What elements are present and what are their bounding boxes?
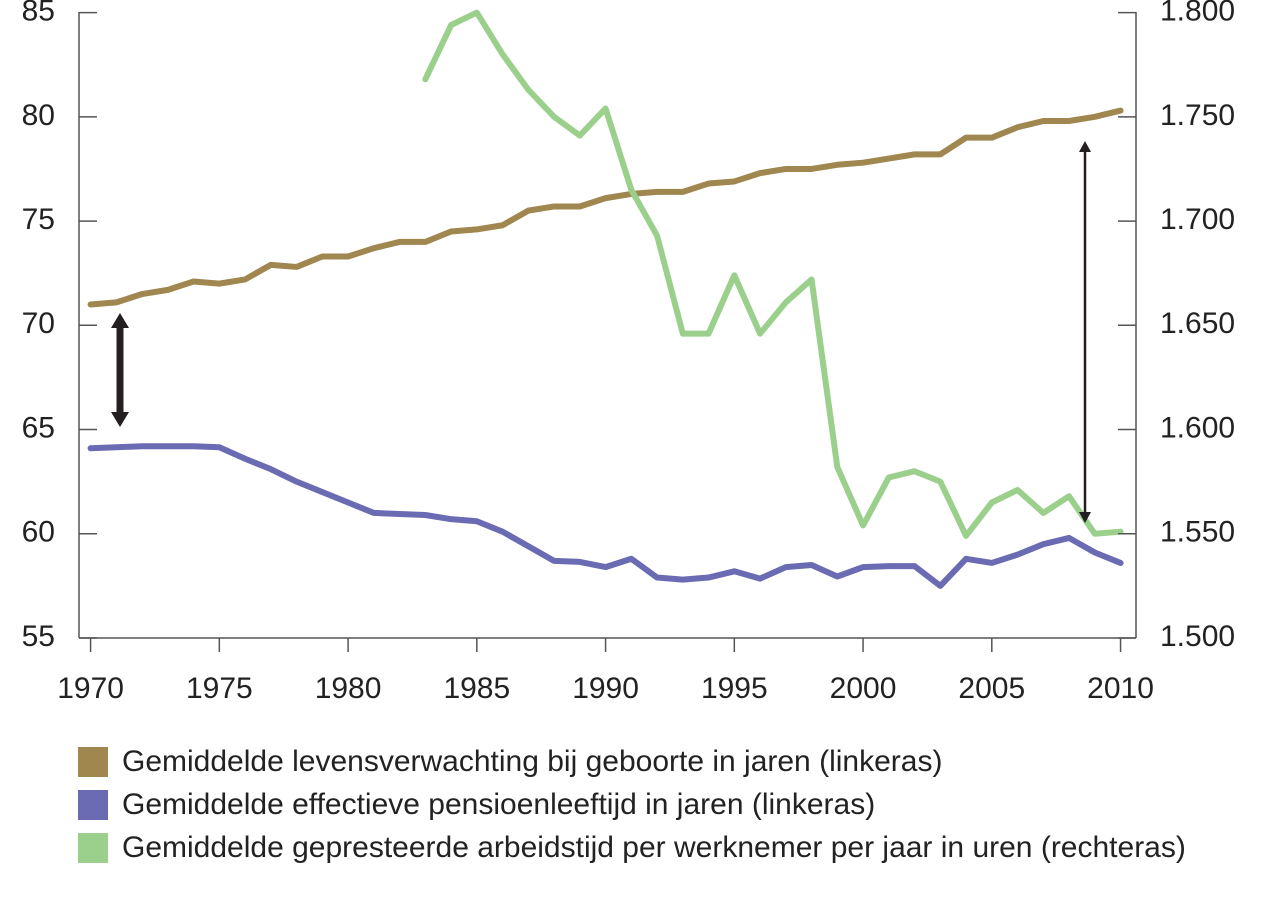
x-tick-label: 1985	[443, 672, 510, 705]
x-tick-label: 2000	[830, 672, 897, 705]
y-tick-label: 55	[22, 620, 55, 653]
y2-tick-label: 1.500	[1160, 620, 1235, 653]
y-tick-label: 85	[22, 0, 55, 28]
legend-label: Gemiddelde levensverwachting bij geboort…	[122, 745, 943, 778]
y2-tick-label: 1.550	[1160, 516, 1235, 549]
y2-tick-label: 1.700	[1160, 203, 1235, 236]
x-tick-label: 1990	[572, 672, 639, 705]
plot	[87, 9, 1124, 589]
legend-swatch	[78, 747, 108, 777]
x-tick-label: 2010	[1087, 672, 1154, 705]
y2-tick-label: 1.650	[1160, 307, 1235, 340]
y2-tick-label: 1.750	[1160, 99, 1235, 132]
x-tick-label: 1980	[315, 672, 382, 705]
y2-tick-label: 1.600	[1160, 411, 1235, 444]
legend-label: Gemiddelde gepresteerde arbeidstijd per …	[122, 831, 1186, 864]
y-tick-label: 80	[22, 99, 55, 132]
y-tick-label: 65	[22, 411, 55, 444]
y-tick-label: 70	[22, 307, 55, 340]
x-tick-label: 1975	[186, 672, 253, 705]
legend-label: Gemiddelde effectieve pensioenleeftijd i…	[122, 788, 876, 821]
x-tick-label: 1995	[701, 672, 768, 705]
x-tick-label: 2005	[958, 672, 1025, 705]
legend-item: Gemiddelde gepresteerde arbeidstijd per …	[78, 826, 1228, 869]
series-line	[87, 107, 1124, 308]
arrow	[1079, 141, 1091, 523]
legend-item: Gemiddelde levensverwachting bij geboort…	[78, 740, 1228, 783]
series-line	[422, 9, 1124, 539]
legend: Gemiddelde levensverwachting bij geboort…	[78, 740, 1228, 869]
series-line	[87, 443, 1124, 589]
y-tick-label: 60	[22, 516, 55, 549]
legend-swatch	[78, 790, 108, 820]
legend-swatch	[78, 833, 108, 863]
y-tick-label: 75	[22, 203, 55, 236]
y2-tick-label: 1.800	[1160, 0, 1235, 28]
arrow	[111, 313, 129, 427]
x-tick-label: 1970	[57, 672, 124, 705]
chart: 55 60 65 70 75 80 85 1.500 1.550 1.600 1.650 1.700 1…	[22, 0, 1235, 705]
legend-item: Gemiddelde effectieve pensioenleeftijd i…	[78, 783, 1228, 826]
